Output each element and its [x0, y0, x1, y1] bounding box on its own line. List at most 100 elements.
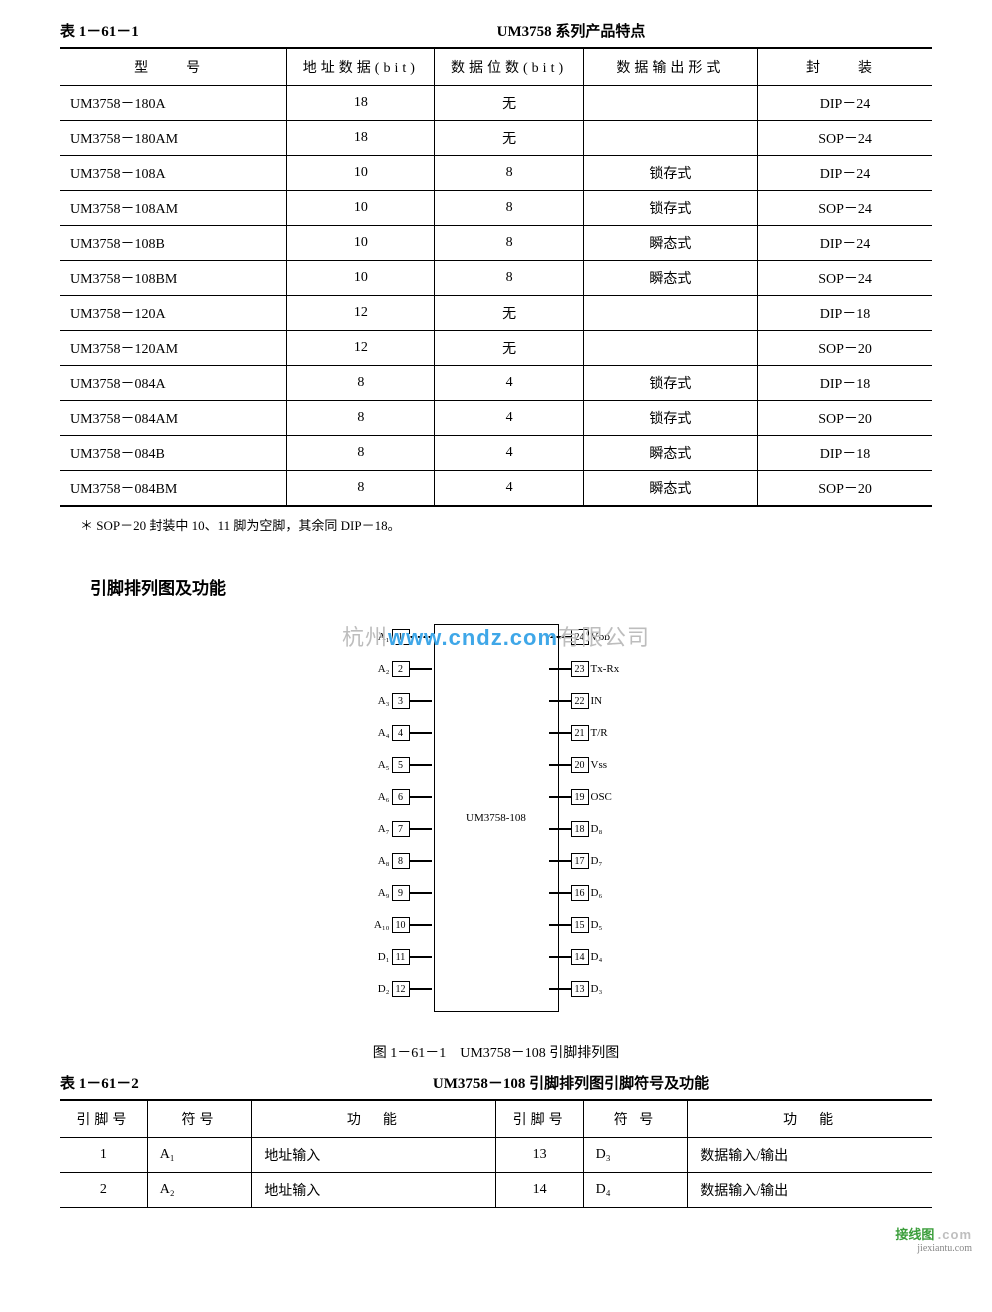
chip-center-label: UM3758-108: [466, 812, 526, 824]
table-row: UM3758－084BM84瞬态式SOP－20: [60, 471, 932, 507]
pin-right: 17D₇: [549, 852, 635, 870]
table-cell: SOP－24: [758, 121, 932, 156]
pin-stub: [410, 988, 422, 990]
pin-tick: [549, 956, 559, 958]
table-cell: 14: [496, 1173, 583, 1208]
pin-stub: [410, 636, 422, 638]
pin-right: 21T/R: [549, 724, 635, 742]
pin-stub: [410, 860, 422, 862]
table-cell: 8: [287, 436, 435, 471]
table-cell: 8: [435, 226, 583, 261]
table-cell: UM3758－084BM: [60, 471, 287, 507]
pin-stub: [410, 956, 422, 958]
pin-left: A₅5: [368, 756, 432, 774]
table-cell: 4: [435, 436, 583, 471]
pin-number-box: 10: [392, 917, 410, 933]
pin-label: A₃: [368, 695, 390, 707]
pin-stub: [410, 764, 422, 766]
pin-label: D₂: [368, 983, 390, 995]
table-cell: 8: [435, 156, 583, 191]
table-cell: 1: [60, 1138, 147, 1173]
table-cell: 锁存式: [583, 156, 757, 191]
pin-number-box: 20: [571, 757, 589, 773]
pin-right: 14D₄: [549, 948, 635, 966]
pin-number-box: 8: [392, 853, 410, 869]
pin-stub: [559, 636, 571, 638]
table1-number: 表 1－61－1: [60, 20, 210, 41]
pin-stub: [559, 860, 571, 862]
footer-brand-cn: 接线图: [895, 1227, 934, 1242]
pin-stub: [410, 924, 422, 926]
pin-tick: [549, 636, 559, 638]
table-cell: DIP－18: [758, 436, 932, 471]
chip-body: UM3758-108: [434, 624, 559, 1012]
pin-stub: [559, 828, 571, 830]
table1-col-header: 型 号: [60, 48, 287, 86]
pin-left: D₁11: [368, 948, 432, 966]
table-cell: UM3758－108BM: [60, 261, 287, 296]
table-cell: 12: [287, 331, 435, 366]
table-cell: 瞬态式: [583, 471, 757, 507]
pin-tick: [549, 700, 559, 702]
pin-right: 13D₃: [549, 980, 635, 998]
table-cell: [583, 86, 757, 121]
table-cell: 锁存式: [583, 401, 757, 436]
table-cell: [583, 331, 757, 366]
pin-right: 23Tx-Rx: [549, 660, 635, 678]
table-cell: UM3758－180AM: [60, 121, 287, 156]
pin-tick: [549, 988, 559, 990]
footer-brand-en: .com: [938, 1227, 972, 1242]
table-cell: 数据输入/输出: [688, 1173, 932, 1208]
pin-left: A₇7: [368, 820, 432, 838]
pin-label: T/R: [591, 727, 635, 739]
table2-col-header: 功 能: [252, 1100, 496, 1138]
table-row: UM3758－108A108锁存式DIP－24: [60, 156, 932, 191]
table-cell: DIP－18: [758, 366, 932, 401]
pin-number-box: 15: [571, 917, 589, 933]
table-row: UM3758－180A18无DIP－24: [60, 86, 932, 121]
table2-col-header: 引脚号: [60, 1100, 147, 1138]
pin-number-box: 3: [392, 693, 410, 709]
table-cell: UM3758－108AM: [60, 191, 287, 226]
pin-label: A₅: [368, 759, 390, 771]
pin-label: A₉: [368, 887, 390, 899]
table-cell: 8: [287, 401, 435, 436]
pin-label: A₆: [368, 791, 390, 803]
page-footer: 接线图 .com jiexiantu.com: [0, 1218, 992, 1262]
pin-number-box: 19: [571, 789, 589, 805]
table-cell: 18: [287, 86, 435, 121]
pin-number-box: 13: [571, 981, 589, 997]
table-cell: UM3758－180A: [60, 86, 287, 121]
pin-tick: [422, 988, 432, 990]
pin-number-box: 21: [571, 725, 589, 741]
table-cell: 无: [435, 296, 583, 331]
table-cell: D₄: [583, 1173, 688, 1208]
pin-label: A₂: [368, 663, 390, 675]
pin-tick: [422, 732, 432, 734]
table-cell: 无: [435, 121, 583, 156]
table1-heading: 表 1－61－1 UM3758 系列产品特点: [60, 20, 932, 41]
table-row: UM3758－108AM108锁存式SOP－24: [60, 191, 932, 226]
table1-col-header: 地址数据(bit): [287, 48, 435, 86]
pin-tick: [422, 764, 432, 766]
pin-label: D₃: [591, 983, 635, 995]
pin-tick: [422, 956, 432, 958]
pin-tick: [549, 764, 559, 766]
table-cell: DIP－24: [758, 86, 932, 121]
pin-label: D₅: [591, 919, 635, 931]
table-cell: 10: [287, 156, 435, 191]
table-cell: D₃: [583, 1138, 688, 1173]
table-cell: DIP－24: [758, 156, 932, 191]
product-features-table: 型 号地址数据(bit)数据位数(bit)数据输出形式封 装 UM3758－18…: [60, 47, 932, 507]
table-row: 1A₁地址输入13D₃数据输入/输出: [60, 1138, 932, 1173]
table-cell: SOP－20: [758, 401, 932, 436]
table-cell: UM3758－084A: [60, 366, 287, 401]
table1-footnote: ＊ SOP－20 封装中 10、11 脚为空脚，其余同 DIP－18。: [80, 515, 932, 534]
chip-pinout-diagram: UM3758-108 A₁1A₂2A₃3A₄4A₅5A₆6A₇7A₈8A₉9A₁…: [60, 624, 932, 1012]
pin-stub: [410, 732, 422, 734]
pin-right: 20Vss: [549, 756, 635, 774]
table2-col-header: 符 号: [583, 1100, 688, 1138]
table-cell: 瞬态式: [583, 436, 757, 471]
pin-left: A₂2: [368, 660, 432, 678]
table-cell: [583, 121, 757, 156]
